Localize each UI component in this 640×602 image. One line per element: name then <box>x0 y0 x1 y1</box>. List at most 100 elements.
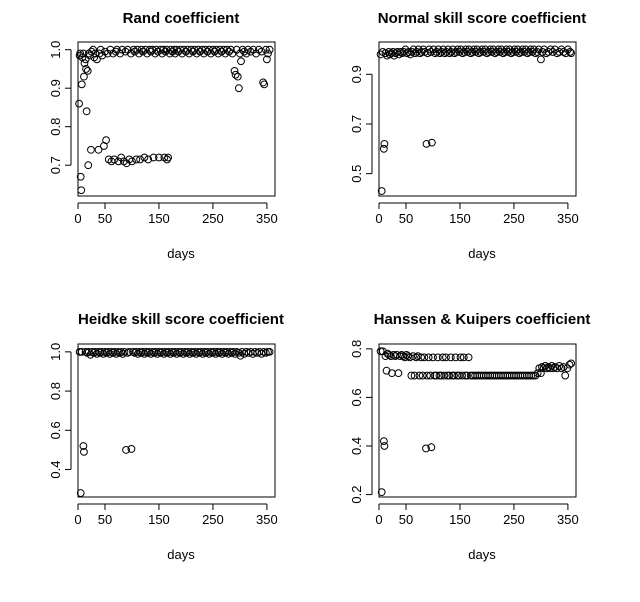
data-point <box>442 353 450 362</box>
x-tick-label: 0 <box>375 211 382 226</box>
data-point <box>233 72 242 81</box>
y-tick-label: 0.5 <box>349 165 364 183</box>
data-point <box>83 66 92 75</box>
data-point <box>555 361 564 370</box>
data-point <box>212 45 221 54</box>
data-point <box>190 45 199 54</box>
x-tick-label: 150 <box>148 211 170 226</box>
data-point <box>155 153 163 162</box>
data-point <box>420 353 429 362</box>
data-point <box>379 144 388 153</box>
x-axis: 0 50 150 250 350 <box>375 202 579 226</box>
data-point <box>450 371 458 380</box>
data-point <box>223 45 231 54</box>
plot-frame <box>378 343 577 498</box>
data-point <box>567 359 576 368</box>
plot-frame <box>77 41 276 197</box>
data-point <box>135 49 143 58</box>
y-tick-label: 0.7 <box>48 156 63 174</box>
data-point <box>385 351 394 359</box>
data-point <box>80 447 88 456</box>
data-points <box>75 45 274 195</box>
data-point <box>424 353 433 362</box>
data-point <box>206 49 215 58</box>
data-point <box>164 153 173 162</box>
x-axis: 0 50 150 250 350 <box>74 202 278 226</box>
data-point <box>236 351 245 360</box>
x-tick-label: 250 <box>503 512 525 527</box>
data-point <box>407 371 416 380</box>
data-point <box>82 107 91 116</box>
data-point <box>546 45 555 54</box>
data-points <box>75 347 274 497</box>
data-point <box>427 138 436 147</box>
data-point <box>415 371 424 380</box>
data-point <box>432 371 441 380</box>
y-tick-label: 0.8 <box>48 382 63 400</box>
data-point <box>80 72 88 81</box>
data-point <box>261 45 270 54</box>
data-point <box>418 371 427 380</box>
data-point <box>259 78 268 87</box>
y-tick-label: 0.9 <box>349 65 364 83</box>
x-axis-label: days <box>468 246 496 261</box>
data-point <box>185 49 194 58</box>
x-axis-label: days <box>167 547 195 562</box>
data-point <box>423 371 431 380</box>
data-point <box>94 145 103 154</box>
chart-title: Rand coefficient <box>123 10 240 27</box>
data-point <box>96 45 105 54</box>
data-point <box>98 51 107 60</box>
x-tick-label: 0 <box>375 512 382 527</box>
data-point <box>440 371 449 380</box>
data-point <box>114 157 123 166</box>
data-point <box>179 45 188 54</box>
data-point <box>75 347 84 356</box>
data-point <box>126 49 135 58</box>
panel-rand-coefficient: Rand coefficient 0 50 150 250 350 0.7 0.8 0.9 1… <box>48 10 278 261</box>
chart-title: Heidke skill score coefficient <box>78 311 284 328</box>
data-point <box>166 45 175 54</box>
data-point <box>533 369 542 378</box>
data-point <box>422 444 430 453</box>
data-point <box>132 155 141 164</box>
y-axis: 0.5 0.7 0.9 <box>349 65 373 183</box>
x-tick-label: 350 <box>256 211 278 226</box>
data-point <box>137 45 146 54</box>
data-point <box>410 371 419 380</box>
data-point <box>228 49 237 58</box>
data-point <box>242 49 251 58</box>
data-point <box>121 47 130 56</box>
x-tick-label: 0 <box>74 211 81 226</box>
data-point <box>561 371 570 380</box>
data-point <box>263 55 271 64</box>
data-point <box>122 159 131 168</box>
y-tick-label: 0.7 <box>349 115 364 133</box>
data-point <box>217 47 226 56</box>
y-tick-label: 0.8 <box>349 340 364 358</box>
data-point <box>557 364 566 373</box>
plot-frame <box>378 41 577 197</box>
data-point <box>458 371 467 380</box>
data-point <box>429 353 437 362</box>
data-point <box>234 84 243 93</box>
data-point <box>230 66 239 75</box>
data-point <box>231 70 240 79</box>
data-point <box>149 153 158 162</box>
data-point <box>80 59 89 68</box>
data-point <box>401 353 409 362</box>
data-point <box>422 139 431 148</box>
x-tick-label: 350 <box>256 512 278 527</box>
data-point <box>127 445 136 453</box>
data-point <box>120 347 129 356</box>
data-point <box>427 443 436 452</box>
panel-normal-skill-score-coefficient: Normal skill score coefficient 0 50 150 250… <box>349 10 586 261</box>
data-point <box>426 371 435 380</box>
x-tick-label: 50 <box>399 211 413 226</box>
data-point <box>115 348 124 357</box>
data-point <box>226 45 235 54</box>
data-point <box>380 442 389 450</box>
data-point <box>537 55 545 64</box>
data-point <box>229 347 238 356</box>
data-point <box>77 186 86 195</box>
